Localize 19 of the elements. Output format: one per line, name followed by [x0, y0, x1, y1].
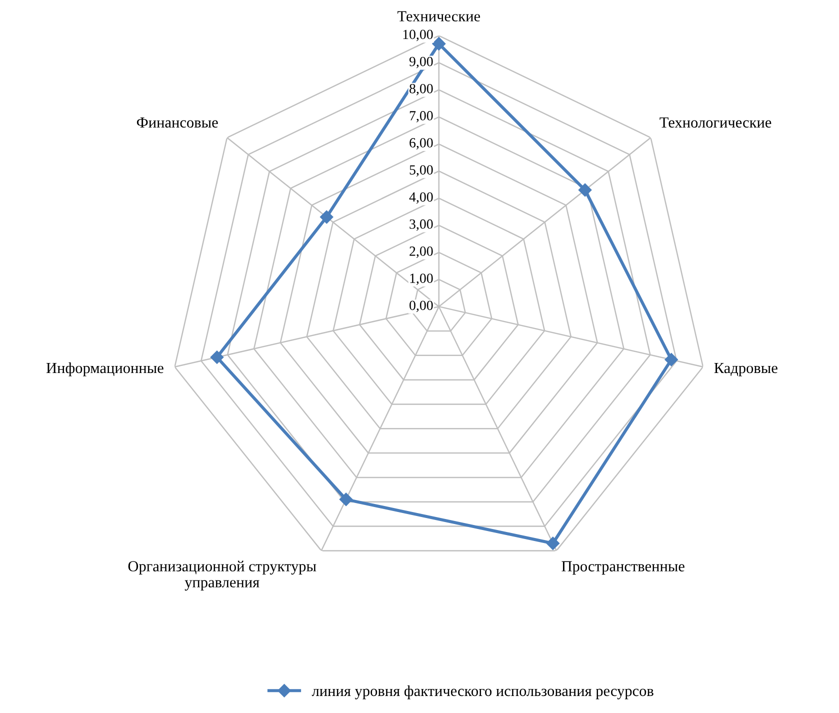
legend-label: линия уровня фактического использования ресурсов [312, 685, 654, 700]
y-tick-label: 1,00 [410, 274, 433, 285]
spoke-label: Организационной структуры управления [128, 560, 316, 591]
spoke-label: Пространственные [562, 561, 684, 575]
spoke-label: Кадровые [714, 363, 778, 376]
y-tick-label: 8,00 [410, 84, 433, 96]
spoke-label: Финансовые [136, 117, 218, 128]
spoke-label: Информационные [46, 362, 164, 376]
spoke-label: Технологические [660, 117, 772, 128]
y-tick-label: 6,00 [410, 138, 433, 150]
y-tick-label: 0,00 [410, 300, 433, 312]
y-tick-label: 2,00 [410, 246, 433, 258]
y-tick-label: 3,00 [410, 219, 433, 231]
y-tick-label: 4,00 [409, 192, 433, 204]
spoke-label: Технические [397, 11, 480, 22]
y-tick-label: 10,00 [403, 30, 433, 42]
y-tick-label: 5,00 [410, 165, 433, 177]
y-tick-label: 7,00 [410, 111, 433, 122]
y-tick-label: 9,00 [409, 56, 433, 68]
